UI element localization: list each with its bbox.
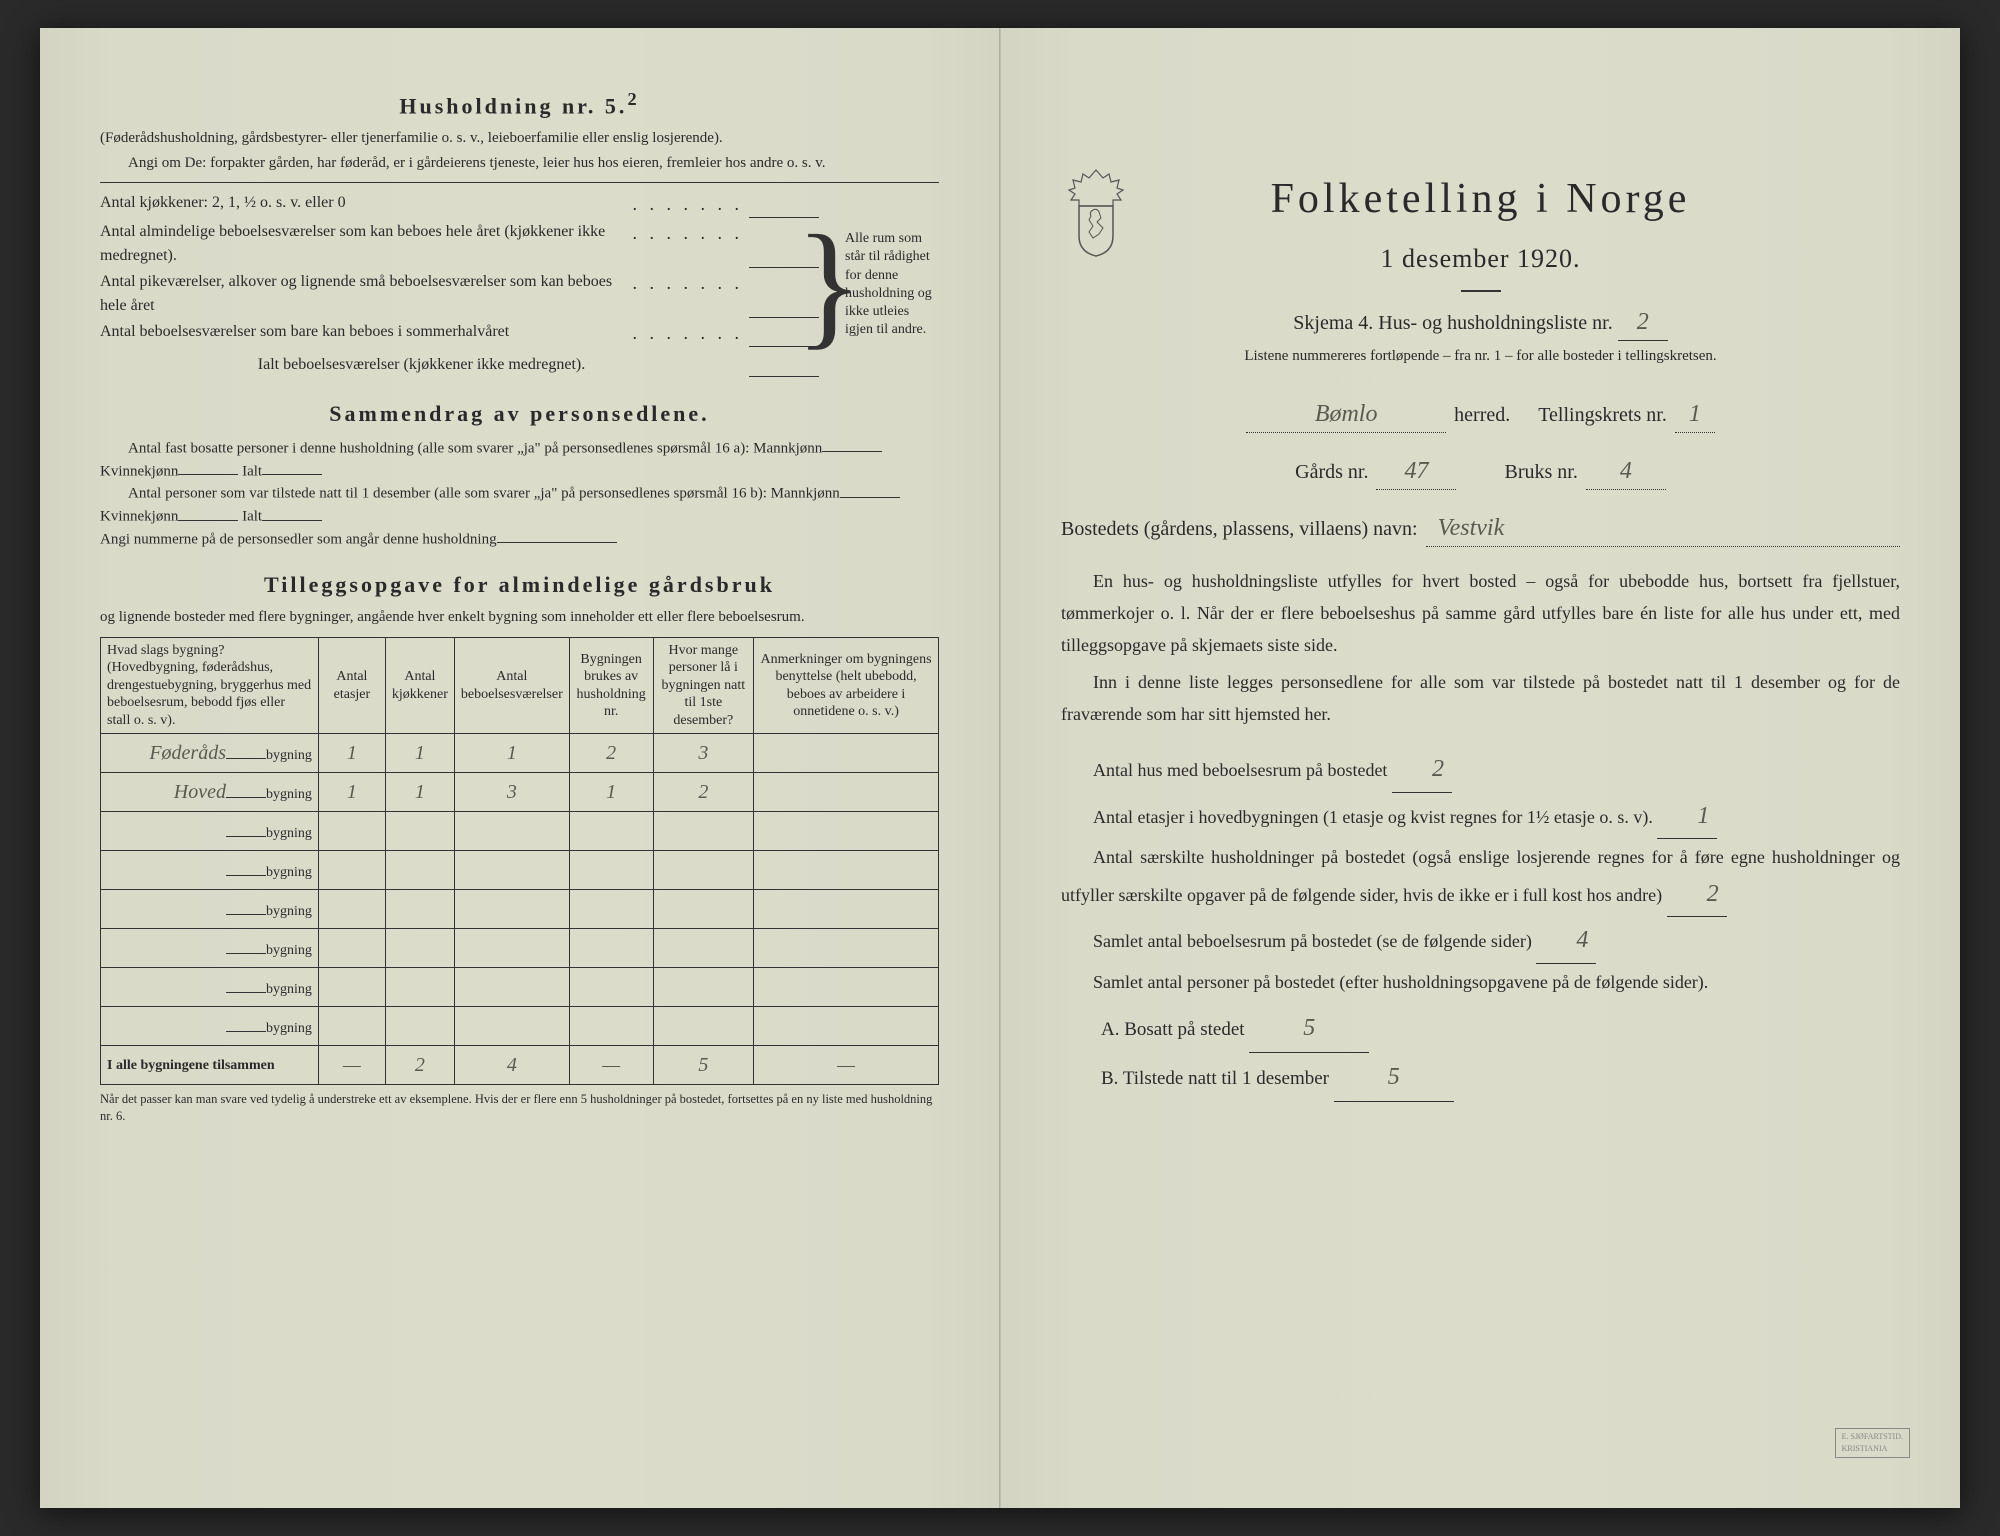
total-label: I alle bygningene tilsammen — [101, 1046, 319, 1085]
left-page: Husholdning nr. 5.2 (Føderådshusholdning… — [40, 28, 1000, 1508]
bosted-label: Bostedets (gårdens, plassens, villaens) … — [1061, 514, 1418, 544]
heading-note-1: (Føderådshusholdning, gårdsbestyrer- ell… — [100, 128, 939, 148]
bruks-label: Bruks nr. — [1504, 457, 1577, 487]
col-kitchens: Antal kjøkkener — [385, 637, 454, 734]
left-footnote: Når det passer kan man svare ved tydelig… — [100, 1091, 939, 1124]
total-persons: 5 — [653, 1046, 754, 1085]
summary-line-2: Antal personer som var tilstede natt til… — [100, 481, 939, 527]
total-floors: — — [318, 1046, 385, 1085]
qb-line: B. Tilstede natt til 1 desember 5 — [1101, 1053, 1900, 1102]
schema-number: 2 — [1618, 304, 1668, 341]
table-row: Føderådsbygning11123 — [101, 734, 939, 773]
schema-line: Skjema 4. Hus- og husholdningsliste nr. … — [1061, 304, 1900, 341]
krets-label: Tellingskrets nr. — [1538, 400, 1667, 430]
list-note: Listene nummereres fortløpende – fra nr.… — [1061, 345, 1900, 368]
right-page: Folketelling i Norge 1 desember 1920. Sk… — [1000, 28, 1960, 1508]
table-row: bygning — [101, 929, 939, 968]
paragraph-1: En hus- og husholdningsliste utfylles fo… — [1061, 565, 1900, 662]
table-row: bygning — [101, 968, 939, 1007]
printer-stamp: E. SJØFARTSTID.KRISTIANIA — [1835, 1428, 1910, 1458]
gards-line: Gårds nr. 47 Bruks nr. 4 — [1061, 453, 1900, 490]
q2-value: 1 — [1657, 795, 1717, 839]
title-divider — [1461, 290, 1501, 292]
total-household: — — [569, 1046, 653, 1085]
document-spread: Husholdning nr. 5.2 (Føderådshusholdning… — [40, 28, 1960, 1508]
row-summer-rooms: Antal beboelsesværelser som bare kan beb… — [100, 320, 633, 347]
subtitle: 1 desember 1920. — [1061, 239, 1900, 278]
col-floors: Antal etasjer — [318, 637, 385, 734]
summary-line-1: Antal fast bosatte personer i denne hush… — [100, 436, 939, 482]
table-row: Hovedbygning11312 — [101, 773, 939, 812]
col-persons: Hvor mange personer lå i bygningen natt … — [653, 637, 754, 734]
gards-value: 47 — [1376, 453, 1456, 490]
q1-value: 2 — [1392, 748, 1452, 792]
herred-value: Bømlo — [1246, 396, 1446, 433]
qb-value: 5 — [1334, 1053, 1454, 1102]
building-table: Hvad slags bygning? (Hovedbygning, føder… — [100, 637, 939, 1086]
paragraph-2: Inn i denne liste legges personsedlene f… — [1061, 666, 1900, 731]
krets-value: 1 — [1675, 396, 1715, 433]
gards-label: Gårds nr. — [1295, 457, 1368, 487]
brace-icon: } — [819, 191, 839, 379]
qa-line: A. Bosatt på stedet 5 — [1101, 1004, 1900, 1053]
supplement-heading: Tilleggsopgave for almindelige gårdsbruk — [100, 568, 939, 601]
q5-line: Samlet antal personer på bostedet (efter… — [1061, 966, 1900, 998]
bruks-value: 4 — [1586, 453, 1666, 490]
q3-value: 2 — [1667, 873, 1727, 917]
herred-line: Bømlo herred. Tellingskrets nr. 1 — [1061, 396, 1900, 433]
table-total-row: I alle bygningene tilsammen — 2 4 — 5 — — [101, 1046, 939, 1085]
bosted-value: Vestvik — [1426, 510, 1900, 547]
q1-line: Antal hus med beboelsesrum på bostedet 2 — [1061, 748, 1900, 792]
summary-line-3: Angi nummerne på de personsedler som ang… — [100, 527, 939, 550]
table-row: bygning — [101, 1007, 939, 1046]
household-heading: Husholdning nr. 5.2 — [100, 86, 939, 122]
ab-list: A. Bosatt på stedet 5 B. Tilstede natt t… — [1101, 1004, 1900, 1102]
coat-of-arms-icon — [1061, 168, 1131, 258]
total-rooms: 4 — [454, 1046, 569, 1085]
heading-note-2: Angi om De: forpakter gården, har føderå… — [100, 153, 939, 173]
col-rooms: Antal beboelsesværelser — [454, 637, 569, 734]
q4-line: Samlet antal beboelsesrum på bostedet (s… — [1061, 919, 1900, 963]
col-notes: Anmerkninger om bygningens benyttelse (h… — [754, 637, 939, 734]
supplement-sub: og lignende bosteder med flere bygninger… — [100, 607, 939, 627]
col-type: Hvad slags bygning? (Hovedbygning, føder… — [101, 637, 319, 734]
table-header-row: Hvad slags bygning? (Hovedbygning, føder… — [101, 637, 939, 734]
qa-value: 5 — [1249, 1004, 1369, 1053]
herred-label: herred. — [1454, 400, 1510, 430]
summary-heading: Sammendrag av personsedlene. — [100, 397, 939, 430]
total-notes: — — [754, 1046, 939, 1085]
table-row: bygning — [101, 890, 939, 929]
bosted-line: Bostedets (gårdens, plassens, villaens) … — [1061, 510, 1900, 547]
col-household: Bygningen brukes av husholdning nr. — [569, 637, 653, 734]
room-questions-block: Antal kjøkkener: 2, 1, ½ o. s. v. eller … — [100, 191, 939, 379]
main-title: Folketelling i Norge — [1061, 168, 1900, 231]
table-row: bygning — [101, 851, 939, 890]
q2-line: Antal etasjer i hovedbygningen (1 etasje… — [1061, 795, 1900, 839]
q4-value: 4 — [1536, 919, 1596, 963]
row-rooms-year: Antal almindelige beboelsesværelser som … — [100, 220, 633, 268]
q3-line: Antal særskilte husholdninger på bostede… — [1061, 841, 1900, 918]
row-kitchen: Antal kjøkkener: 2, 1, ½ o. s. v. eller … — [100, 191, 633, 218]
table-row: bygning — [101, 812, 939, 851]
row-small-rooms: Antal pikeværelser, alkover og lignende … — [100, 270, 633, 318]
total-kitchens: 2 — [385, 1046, 454, 1085]
row-total-rooms: Ialt beboelsesværelser (kjøkkener ikke m… — [100, 353, 743, 377]
